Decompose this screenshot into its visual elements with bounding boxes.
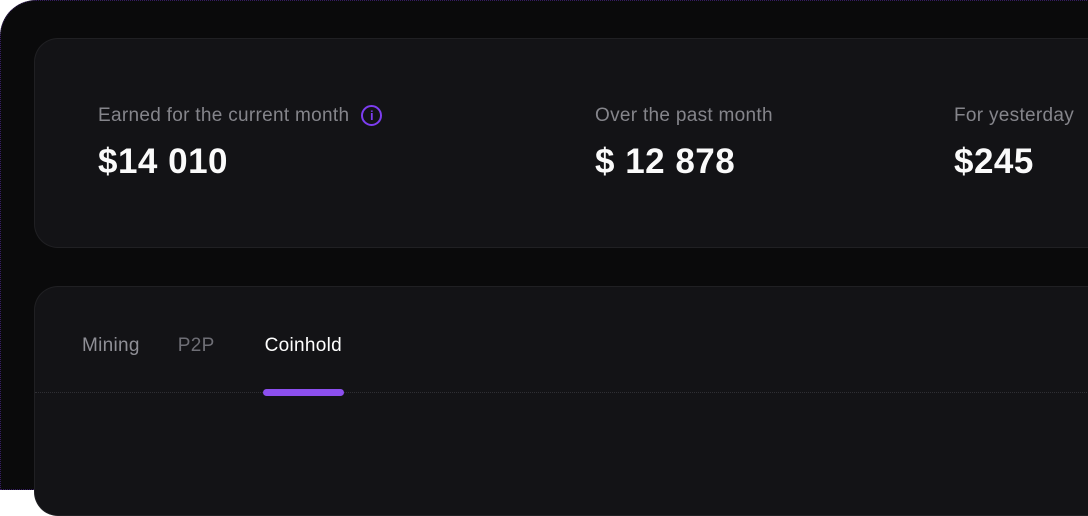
stat-label-row: Earned for the current month i bbox=[98, 105, 383, 126]
stat-past-month: Over the past month $ 12 878 bbox=[595, 105, 773, 181]
stat-label-row: For yesterday bbox=[954, 105, 1074, 126]
earnings-summary-card: Earned for the current month i $14 010 O… bbox=[34, 38, 1088, 248]
stat-label-current-month: Earned for the current month bbox=[98, 105, 350, 126]
stat-value-yesterday: $245 bbox=[954, 142, 1034, 181]
stat-label-yesterday: For yesterday bbox=[954, 105, 1075, 126]
stat-value-current-month: $14 010 bbox=[98, 142, 229, 181]
tab-p2p[interactable]: P2P bbox=[177, 335, 215, 356]
products-card: Mining P2P Coinhold bbox=[34, 286, 1088, 516]
tab-coinhold[interactable]: Coinhold bbox=[262, 300, 345, 396]
stat-value-past-month: $ 12 878 bbox=[595, 142, 736, 181]
stat-yesterday: For yesterday $245 bbox=[954, 105, 1074, 181]
tab-bar: Mining P2P Coinhold bbox=[35, 287, 1088, 396]
info-icon[interactable]: i bbox=[361, 105, 383, 126]
stat-label-row: Over the past month bbox=[595, 105, 773, 126]
active-tab-indicator bbox=[262, 389, 345, 396]
stat-earned-current-month: Earned for the current month i $14 010 bbox=[98, 105, 383, 181]
tab-mining[interactable]: Mining bbox=[82, 335, 140, 356]
stat-label-past-month: Over the past month bbox=[595, 105, 773, 126]
tab-coinhold-label: Coinhold bbox=[264, 335, 343, 356]
